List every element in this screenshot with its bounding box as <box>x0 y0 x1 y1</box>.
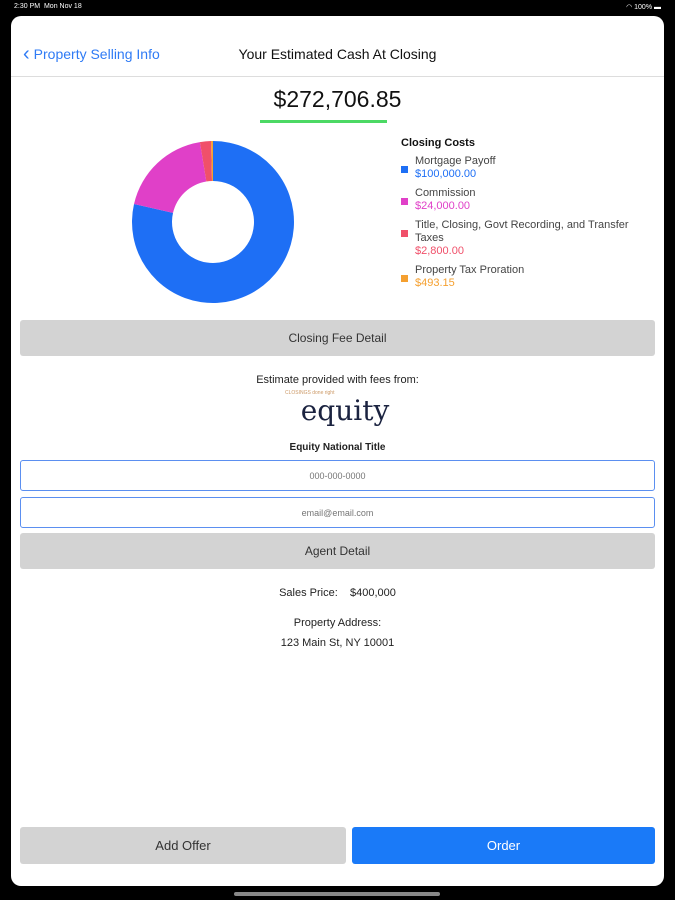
logo-text: equity <box>300 394 390 427</box>
phone-input[interactable] <box>20 460 655 491</box>
company-name: Equity National Title <box>289 442 386 453</box>
donut-slice-3 <box>211 141 213 182</box>
closing-fee-detail-button[interactable]: Closing Fee Detail <box>20 320 655 356</box>
donut-slice-1 <box>134 142 207 213</box>
donut-slice-0 <box>132 141 294 303</box>
estimated-cash-total: $272,706.85 <box>273 86 402 112</box>
status-bar: 2:30 PM Mon Nov 18 ◠ 100% ▬ <box>0 0 675 16</box>
legend-swatch <box>401 230 408 237</box>
legend-label: Commission <box>415 187 476 199</box>
legend-label: Mortgage Payoff <box>415 155 496 167</box>
page-title: Your Estimated Cash At Closing <box>238 46 437 62</box>
chevron-left-icon: ‹ <box>23 43 30 65</box>
legend-title: Closing Costs <box>401 137 475 149</box>
legend-item: Commission $24,000.00 <box>401 187 641 213</box>
address-label: Property Address: <box>293 617 382 629</box>
back-label: Property Selling Info <box>33 46 160 62</box>
back-button[interactable]: ‹ Property Selling Info <box>23 42 160 66</box>
equity-logo: CLOSINGS done right equity <box>275 390 415 426</box>
legend-label: Property Tax Proration <box>415 264 525 276</box>
address-value: 123 Main St, NY 10001 <box>280 637 395 649</box>
sales-price-value: $400,000 <box>350 587 396 599</box>
legend-swatch <box>401 166 408 173</box>
nav-bar: ‹ Property Selling Info Your Estimated Ca… <box>11 16 664 77</box>
add-offer-button[interactable]: Add Offer <box>20 827 346 864</box>
legend-value: $493.15 <box>415 277 455 289</box>
legend-item: Property Tax Proration $493.15 <box>401 264 641 290</box>
estimate-text: Estimate provided with fees from: <box>256 374 419 386</box>
status-date: Mon Nov 18 <box>43 3 82 10</box>
battery-level: 100% <box>634 4 653 11</box>
home-indicator <box>234 892 440 896</box>
closing-costs-donut-chart <box>132 141 294 303</box>
chart-legend: Closing Costs Mortgage Payoff $100,000.00… <box>401 137 641 296</box>
agent-detail-button[interactable]: Agent Detail <box>20 533 655 569</box>
legend-value: $2,800.00 <box>415 245 464 257</box>
wifi-icon: ◠ <box>626 4 633 11</box>
email-input[interactable] <box>20 497 655 528</box>
logo-tagline: CLOSINGS done right <box>285 390 335 396</box>
total-underline <box>260 120 387 123</box>
legend-item: Mortgage Payoff $100,000.00 <box>401 155 641 181</box>
sheet: ‹ Property Selling Info Your Estimated Ca… <box>11 16 664 886</box>
order-button[interactable]: Order <box>352 827 655 864</box>
battery-icon: ▬ <box>654 4 661 11</box>
status-time: 2:30 PM <box>14 3 41 10</box>
legend-swatch <box>401 275 408 282</box>
legend-value: $100,000.00 <box>415 168 477 180</box>
legend-swatch <box>401 198 408 205</box>
legend-value: $24,000.00 <box>415 200 471 212</box>
legend-item: Title, Closing, Govt Recording, and Tran… <box>401 219 641 258</box>
donut-slice-2 <box>199 141 213 182</box>
sales-price-label: Sales Price: <box>279 587 338 599</box>
legend-label: Title, Closing, Govt Recording, and Tran… <box>415 219 629 244</box>
